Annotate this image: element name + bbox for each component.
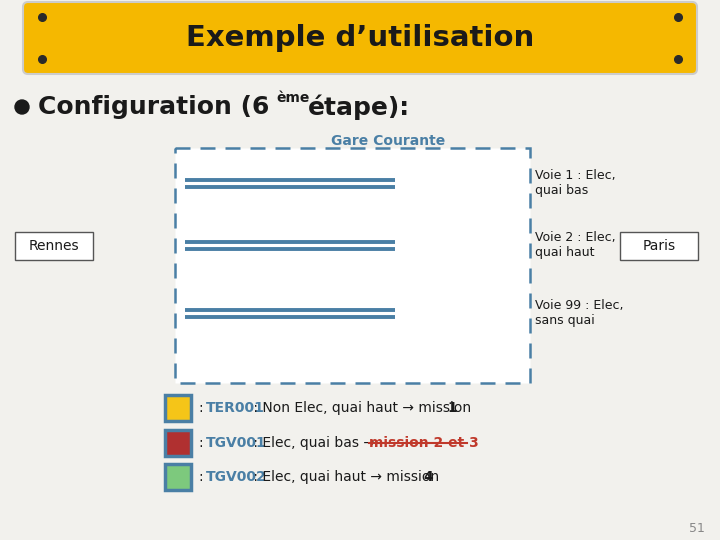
Text: Exemple d’utilisation: Exemple d’utilisation [186, 24, 534, 52]
Text: Voie 2 : Elec,
quai haut: Voie 2 : Elec, quai haut [535, 231, 616, 259]
Text: :: : [198, 401, 202, 415]
Text: Gare Courante: Gare Courante [331, 134, 445, 148]
Bar [620, 232, 698, 260]
Text: mission 2 et 3: mission 2 et 3 [369, 436, 479, 450]
Text: Rennes: Rennes [29, 239, 79, 253]
Text: Configuration (6: Configuration (6 [38, 95, 269, 119]
Circle shape [15, 100, 29, 114]
Text: Voie 99 : Elec,
sans quai: Voie 99 : Elec, sans quai [535, 299, 624, 327]
Text: : Elec, quai haut → mission: : Elec, quai haut → mission [249, 470, 444, 484]
Text: : Non Elec, quai haut → mission: : Non Elec, quai haut → mission [249, 401, 476, 415]
Text: : Elec, quai bas →: : Elec, quai bas → [249, 436, 379, 450]
Text: TGV002: TGV002 [206, 470, 266, 484]
Bar [165, 430, 191, 456]
Bar [165, 464, 191, 490]
Text: 51: 51 [689, 522, 705, 535]
Bar [175, 148, 530, 383]
Text: ème: ème [276, 91, 310, 105]
Text: TGV001: TGV001 [206, 436, 266, 450]
Text: :: : [198, 436, 202, 450]
Text: :: : [198, 470, 202, 484]
Bar [15, 232, 93, 260]
Text: étape):: étape): [308, 94, 410, 120]
Text: 4: 4 [423, 470, 433, 484]
Bar [165, 395, 191, 421]
Text: TER001: TER001 [206, 401, 265, 415]
Text: Paris: Paris [642, 239, 675, 253]
Text: 1: 1 [447, 401, 457, 415]
FancyBboxPatch shape [23, 2, 697, 74]
Text: Voie 1 : Elec,
quai bas: Voie 1 : Elec, quai bas [535, 169, 616, 197]
